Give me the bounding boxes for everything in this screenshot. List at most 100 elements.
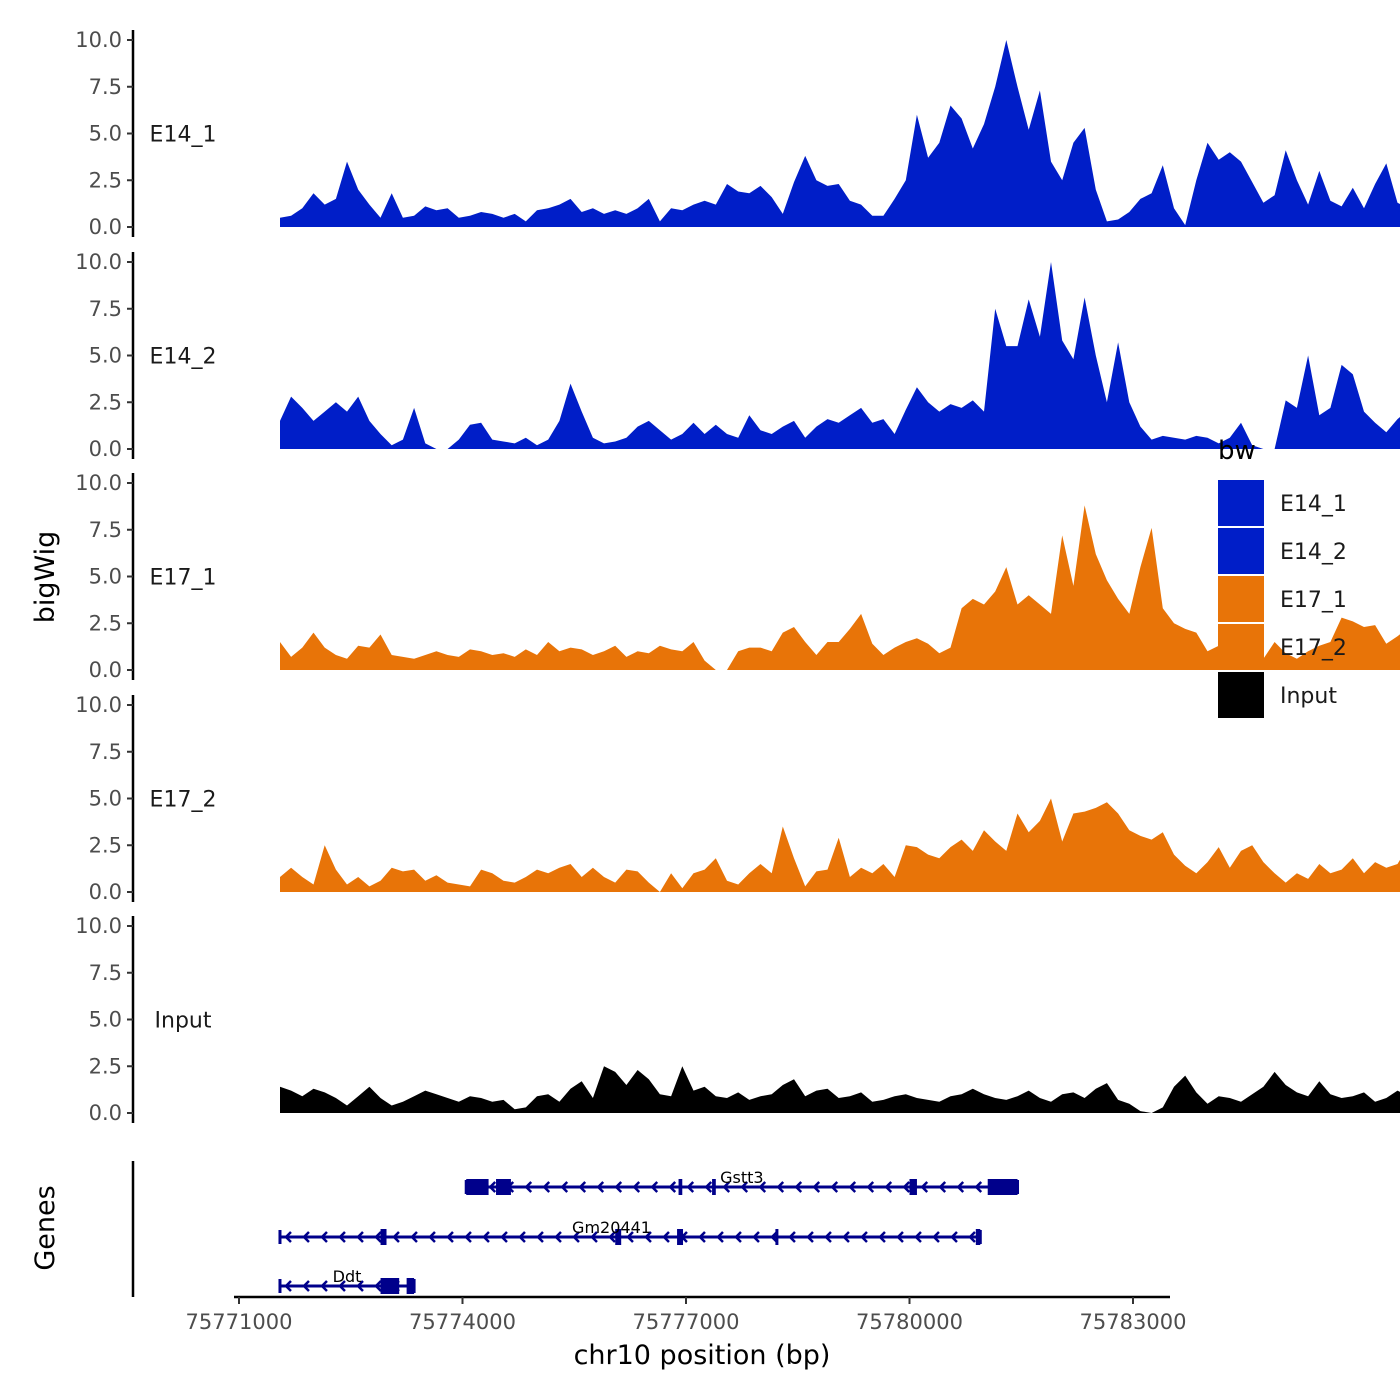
strand-arrow <box>752 1231 760 1243</box>
strand-arrow <box>374 1231 382 1243</box>
strand-arrow <box>914 1231 922 1243</box>
strand-arrow <box>302 1280 310 1292</box>
strand-arrow <box>830 1181 839 1193</box>
strand-arrow <box>704 1181 713 1193</box>
strand-arrow <box>320 1280 328 1292</box>
y-tick-label: 10.0 <box>75 28 122 52</box>
strand-arrow <box>338 1280 346 1292</box>
y-tick-label: 5.0 <box>89 122 122 146</box>
strand-arrow <box>518 1231 526 1243</box>
strand-arrow <box>716 1231 724 1243</box>
strand-arrow <box>392 1231 400 1243</box>
genes-axis-title: Genes <box>30 1185 61 1270</box>
strand-arrow <box>848 1181 857 1193</box>
strand-arrow <box>554 1231 562 1243</box>
strand-arrow <box>500 1231 508 1243</box>
strand-arrow <box>722 1181 731 1193</box>
x-axis: 75771000 75774000 75777000 75780000 75783000 <box>186 1295 1186 1334</box>
strand-arrow <box>428 1231 436 1243</box>
y-tick-label: 7.5 <box>89 297 122 321</box>
y-tick-label: 0.0 <box>89 215 122 239</box>
strand-arrow <box>374 1280 382 1292</box>
legend-swatch-E17_2 <box>1218 624 1264 670</box>
legend-label-E17_1: E17_1 <box>1280 588 1347 613</box>
x-axis-title: chr10 position (bp) <box>574 1340 831 1371</box>
strand-arrow <box>878 1231 886 1243</box>
y-tick-label: 2.5 <box>89 1054 122 1078</box>
track-label-E17_1: E17_1 <box>150 566 217 591</box>
strand-arrow <box>734 1231 742 1243</box>
strand-arrow <box>560 1181 569 1193</box>
strand-arrow <box>776 1181 785 1193</box>
strand-arrow <box>956 1181 965 1193</box>
y-tick-label: 5.0 <box>89 787 122 811</box>
y-tick-label: 7.5 <box>89 75 122 99</box>
strand-arrow <box>524 1181 533 1193</box>
y-tick-label: 5.0 <box>89 565 122 589</box>
x-tick-label: 75780000 <box>856 1310 963 1334</box>
exon <box>615 1229 622 1245</box>
y-tick-label: 0.0 <box>89 1101 122 1125</box>
signal-tracks: 0.0 2.5 5.0 7.5 10.0 E14_1 0.0 2.5 5.0 7.5 10.0 E14… <box>75 28 1400 1125</box>
legend-label-E14_2: E14_2 <box>1280 540 1347 565</box>
strand-arrow <box>596 1181 605 1193</box>
strand-arrow <box>578 1181 587 1193</box>
legend: bw E14_1 E14_2 E17_1 E17_2 Input <box>1218 436 1347 718</box>
strand-arrow <box>758 1181 767 1193</box>
y-tick-label: 0.0 <box>89 437 122 461</box>
strand-arrow <box>632 1181 641 1193</box>
strand-arrow <box>794 1181 803 1193</box>
strand-arrow <box>302 1231 310 1243</box>
strand-arrow <box>824 1231 832 1243</box>
exon <box>380 1229 387 1245</box>
strand-arrow <box>788 1231 796 1243</box>
track-label-Input: Input <box>155 1009 212 1034</box>
strand-arrow <box>542 1181 551 1193</box>
y-tick-label: 10.0 <box>75 693 122 717</box>
y-tick-label: 5.0 <box>89 344 122 368</box>
y-tick-label: 0.0 <box>89 658 122 682</box>
strand-arrow <box>740 1181 749 1193</box>
strand-arrow <box>974 1181 983 1193</box>
legend-swatch-E14_2 <box>1218 528 1264 574</box>
legend-label-Input: Input <box>1280 684 1337 709</box>
track-E14_2: 0.0 2.5 5.0 7.5 10.0 E14_2 <box>75 250 1400 461</box>
strand-arrow <box>920 1181 929 1193</box>
track-label-E14_2: E14_2 <box>150 345 217 370</box>
y-tick-label: 7.5 <box>89 740 122 764</box>
exon <box>380 1278 400 1294</box>
track-label-E17_2: E17_2 <box>150 788 217 813</box>
gene-label: Gm20441 <box>572 1218 651 1237</box>
exon <box>775 1229 779 1245</box>
strand-arrow <box>338 1231 346 1243</box>
strand-arrow <box>884 1181 893 1193</box>
strand-arrow <box>608 1231 616 1243</box>
exon <box>677 1229 684 1245</box>
strand-arrow <box>356 1280 364 1292</box>
track-E17_1: 0.0 2.5 5.0 7.5 10.0 E17_1 <box>75 471 1400 682</box>
strand-arrow <box>284 1231 292 1243</box>
y-tick-label: 10.0 <box>75 914 122 938</box>
area-E17_1 <box>280 505 1400 670</box>
strand-arrow <box>896 1231 904 1243</box>
y-tick-label: 10.0 <box>75 250 122 274</box>
strand-arrow <box>668 1181 677 1193</box>
legend-title: bw <box>1218 436 1256 466</box>
legend-swatch-Input <box>1218 672 1264 718</box>
exon <box>466 1179 489 1195</box>
strand-arrow <box>662 1231 670 1243</box>
gene-Ddt: Ddt <box>278 1267 416 1294</box>
strand-arrow <box>938 1181 947 1193</box>
y-axis-title: bigWig <box>30 531 61 624</box>
exon <box>975 1229 981 1245</box>
y-tick-label: 5.0 <box>89 1008 122 1032</box>
strand-arrow <box>482 1231 490 1243</box>
strand-arrow <box>902 1181 911 1193</box>
exon <box>678 1179 683 1195</box>
y-tick-label: 2.5 <box>89 390 122 414</box>
track-Input: 0.0 2.5 5.0 7.5 10.0 Input <box>75 914 1400 1125</box>
strand-arrow <box>614 1181 623 1193</box>
strand-arrow <box>446 1231 454 1243</box>
strand-arrow <box>932 1231 940 1243</box>
gene-track: Gstt3 Gm20441 Ddt <box>131 1161 1020 1297</box>
